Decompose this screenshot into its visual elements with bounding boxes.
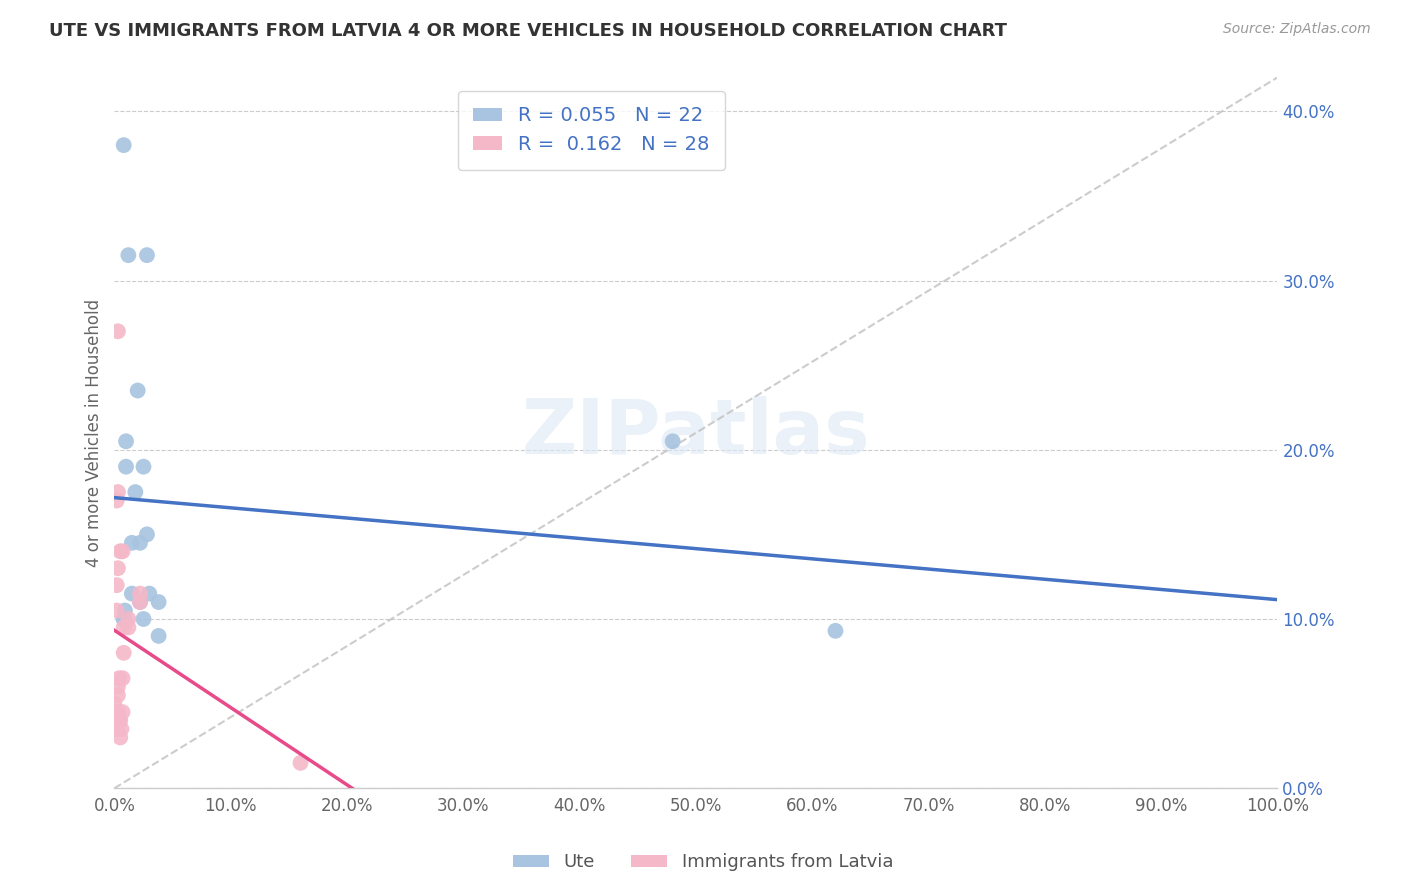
Point — [115, 434, 138, 449]
Point — [824, 624, 846, 638]
Point — [290, 756, 312, 770]
Point — [107, 485, 129, 500]
Legend: R = 0.055   N = 22, R =  0.162   N = 28: R = 0.055 N = 22, R = 0.162 N = 28 — [457, 91, 725, 169]
Text: Source: ZipAtlas.com: Source: ZipAtlas.com — [1223, 22, 1371, 37]
Point — [148, 595, 170, 609]
Point — [105, 722, 128, 736]
Point — [112, 612, 135, 626]
Point — [661, 434, 683, 449]
Point — [138, 586, 160, 600]
Point — [105, 603, 128, 617]
Point — [111, 671, 134, 685]
Point — [132, 459, 155, 474]
Point — [112, 612, 135, 626]
Y-axis label: 4 or more Vehicles in Household: 4 or more Vehicles in Household — [86, 299, 103, 567]
Point — [136, 248, 159, 262]
Point — [129, 595, 152, 609]
Point — [107, 324, 129, 338]
Point — [129, 586, 152, 600]
Point — [107, 688, 129, 702]
Text: ZIPatlas: ZIPatlas — [522, 396, 870, 470]
Point — [110, 714, 132, 728]
Point — [107, 561, 129, 575]
Point — [117, 248, 139, 262]
Point — [111, 544, 134, 558]
Point — [132, 612, 155, 626]
Point — [105, 578, 128, 592]
Point — [107, 705, 129, 719]
Point — [108, 714, 131, 728]
Point — [124, 485, 146, 500]
Point — [121, 536, 143, 550]
Point — [110, 544, 132, 558]
Point — [115, 459, 138, 474]
Point — [112, 620, 135, 634]
Point — [112, 646, 135, 660]
Point — [117, 612, 139, 626]
Point — [121, 586, 143, 600]
Point — [110, 731, 132, 745]
Point — [112, 138, 135, 153]
Point — [148, 629, 170, 643]
Point — [105, 493, 128, 508]
Point — [107, 680, 129, 694]
Text: UTE VS IMMIGRANTS FROM LATVIA 4 OR MORE VEHICLES IN HOUSEHOLD CORRELATION CHART: UTE VS IMMIGRANTS FROM LATVIA 4 OR MORE … — [49, 22, 1007, 40]
Point — [108, 671, 131, 685]
Point — [110, 722, 132, 736]
Point — [108, 714, 131, 728]
Point — [114, 603, 136, 617]
Point — [129, 536, 152, 550]
Legend: Ute, Immigrants from Latvia: Ute, Immigrants from Latvia — [506, 847, 900, 879]
Point — [111, 705, 134, 719]
Point — [136, 527, 159, 541]
Point — [117, 620, 139, 634]
Point — [129, 595, 152, 609]
Point — [127, 384, 149, 398]
Point — [103, 697, 125, 711]
